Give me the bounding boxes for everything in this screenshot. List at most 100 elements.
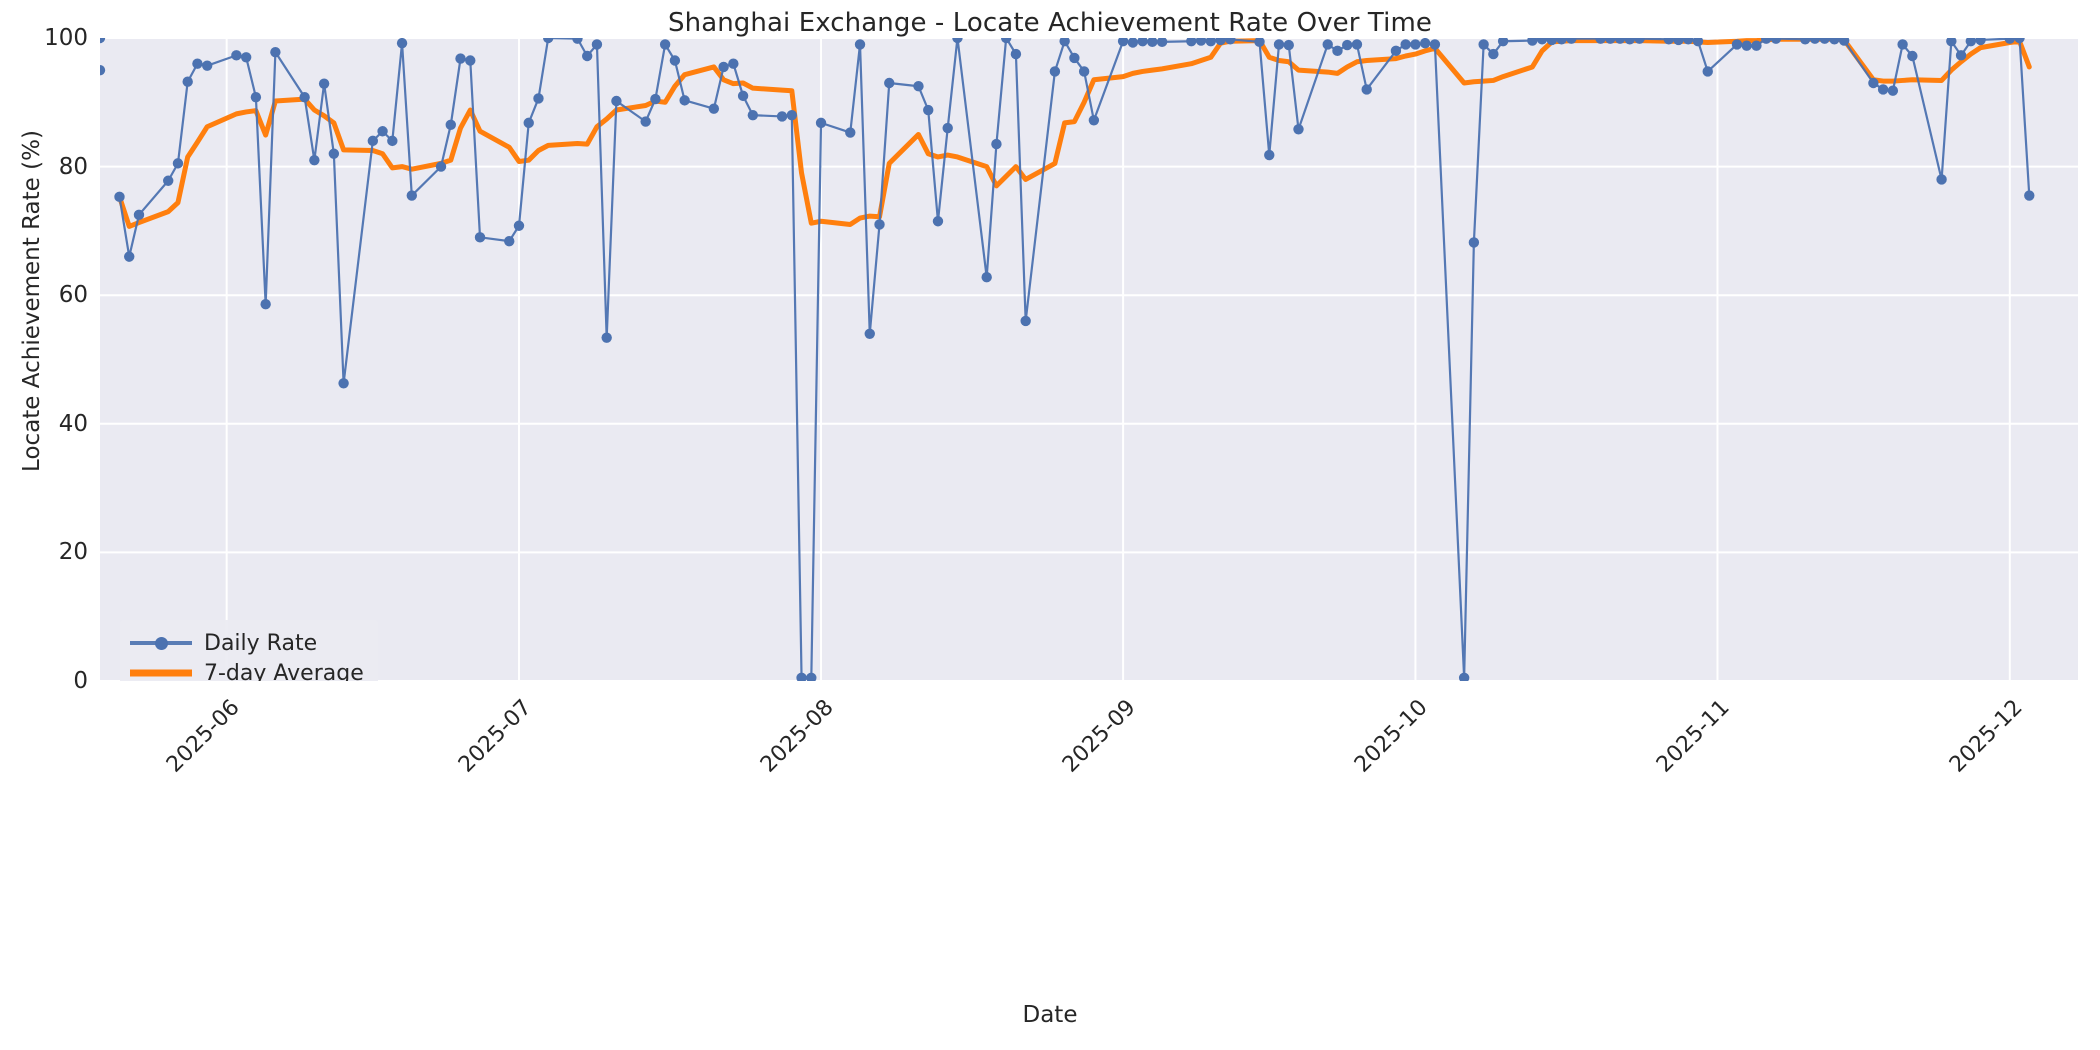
data-point-daily-rate [747, 109, 759, 121]
data-point-daily-rate [1419, 38, 1431, 49]
data-point-daily-rate [1527, 38, 1538, 46]
data-point-daily-rate [1078, 66, 1090, 77]
data-point-daily-rate [1946, 38, 1957, 47]
data-point-daily-rate [2004, 38, 2015, 44]
data-point-daily-rate [864, 328, 875, 339]
data-point-daily-rate [543, 38, 554, 44]
data-point-daily-rate [1809, 38, 1821, 44]
data-point-daily-rate [1838, 38, 1850, 46]
legend-label-seven-day-average: 7-day Average [204, 660, 364, 682]
data-point-daily-rate [1536, 38, 1548, 45]
data-point-daily-rate [523, 117, 534, 129]
data-point-daily-rate [1546, 38, 1558, 46]
data-point-daily-rate [338, 378, 349, 389]
data-point-daily-rate [669, 55, 681, 66]
data-point-daily-rate [991, 138, 1002, 150]
data-point-daily-rate [942, 122, 953, 134]
data-point-daily-rate [728, 58, 739, 69]
data-point-daily-rate [1673, 38, 1684, 46]
daily-rate-markers [100, 38, 2035, 681]
data-point-daily-rate [1342, 39, 1353, 51]
data-point-daily-rate [1868, 77, 1879, 89]
data-point-daily-rate [455, 53, 466, 64]
data-point-daily-rate [1819, 38, 1830, 44]
data-point-daily-rate [309, 154, 320, 166]
data-point-daily-rate [981, 272, 992, 283]
data-point-daily-rate [952, 38, 963, 44]
data-point-daily-rate [1799, 38, 1811, 45]
data-point-daily-rate [1293, 124, 1304, 135]
data-point-daily-rate [240, 52, 252, 63]
data-point-daily-rate [1429, 39, 1441, 50]
data-point-daily-rate [1702, 66, 1713, 77]
data-point-daily-rate [163, 175, 174, 186]
data-point-daily-rate [1273, 39, 1285, 50]
data-point-daily-rate [1254, 38, 1265, 48]
data-point-daily-rate [533, 93, 544, 104]
legend-item-seven-day-average: 7-day Average [130, 658, 364, 681]
data-point-daily-rate [1751, 40, 1762, 51]
data-point-daily-rate [1186, 38, 1197, 47]
data-point-daily-rate [1215, 38, 1226, 46]
data-point-daily-rate [640, 116, 651, 127]
data-point-daily-rate [1975, 38, 1986, 46]
data-point-daily-rate [786, 109, 798, 121]
data-point-daily-rate [611, 95, 622, 107]
data-point-daily-rate [318, 78, 330, 89]
data-point-daily-rate [250, 91, 262, 103]
data-point-daily-rate [172, 158, 184, 169]
data-point-daily-rate [796, 672, 807, 681]
y-axis-tick-label: 60 [58, 282, 88, 309]
data-point-daily-rate [1117, 38, 1129, 47]
data-point-daily-rate [114, 191, 125, 203]
chart-title: Shanghai Exchange - Locate Achievement R… [668, 8, 1432, 38]
data-point-daily-rate [884, 77, 895, 89]
data-point-daily-rate [270, 46, 281, 58]
data-point-daily-rate [581, 50, 593, 62]
data-point-daily-rate [2024, 190, 2035, 201]
data-point-daily-rate [1156, 38, 1168, 48]
data-point-daily-rate [737, 90, 749, 102]
x-axis-label: Date [1022, 1002, 1078, 1028]
data-point-daily-rate [874, 219, 885, 230]
legend-line-seven-day-average [130, 669, 192, 677]
data-point-daily-rate [474, 232, 486, 243]
data-point-daily-rate [1488, 48, 1499, 60]
data-point-daily-rate [1731, 39, 1743, 50]
data-point-daily-rate [659, 39, 671, 50]
data-point-daily-rate [1663, 38, 1674, 45]
data-point-daily-rate [1692, 38, 1704, 47]
data-point-daily-rate [1556, 38, 1567, 45]
data-point-daily-rate [1683, 38, 1694, 45]
data-point-daily-rate [1361, 84, 1372, 95]
data-point-daily-rate [913, 81, 924, 92]
data-point-daily-rate [1351, 39, 1363, 50]
data-point-daily-rate [231, 50, 242, 61]
data-point-daily-rate [1225, 38, 1236, 45]
data-point-daily-rate [133, 209, 145, 221]
data-point-daily-rate [932, 216, 944, 227]
data-point-daily-rate [1497, 38, 1509, 47]
data-point-daily-rate [396, 38, 408, 49]
data-point-daily-rate [2014, 38, 2025, 44]
data-point-daily-rate [1965, 38, 1977, 47]
data-point-daily-rate [679, 95, 690, 106]
data-point-daily-rate [1264, 149, 1275, 161]
data-point-daily-rate [1566, 38, 1577, 44]
data-point-daily-rate [201, 60, 213, 71]
data-point-daily-rate [1478, 39, 1489, 50]
data-point-daily-rate [1741, 40, 1752, 51]
data-point-daily-rate [1332, 45, 1343, 57]
y-axis-label: Locate Achievement Rate (%) [19, 130, 45, 472]
data-point-daily-rate [708, 103, 720, 114]
series-7-day-average [116, 38, 2032, 229]
legend-swatch-daily-rate [130, 630, 192, 656]
data-point-daily-rate [299, 91, 310, 103]
data-point-daily-rate [1955, 50, 1967, 61]
data-point-daily-rate [100, 64, 106, 76]
data-point-daily-rate [1088, 115, 1100, 126]
data-point-daily-rate [1410, 39, 1421, 50]
data-point-daily-rate [367, 135, 379, 147]
plot-svg [100, 38, 2078, 681]
